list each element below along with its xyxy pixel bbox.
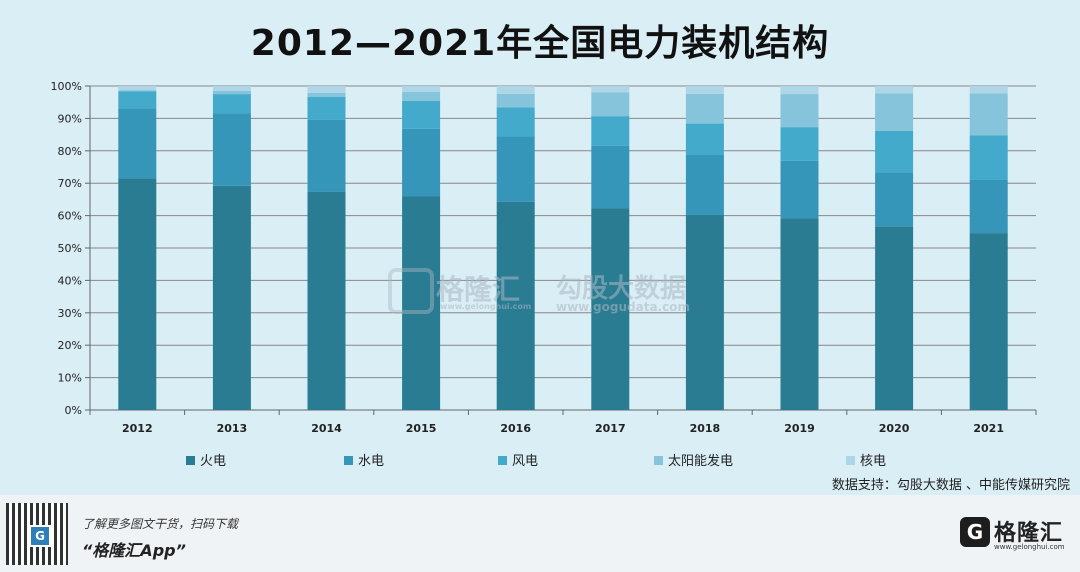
bar-solar-2019 [780,94,819,128]
x-tick-label: 2012 [122,422,153,435]
bar-nuclear-2015 [402,86,441,92]
qr-logo-icon: G [29,525,51,547]
bar-nuclear-2021 [969,86,1008,94]
bar-hydro-2018 [685,155,724,215]
bar-hydro-2013 [212,113,251,186]
y-tick-label: 50% [58,242,82,255]
y-tick-label: 60% [58,210,82,223]
bar-thermal-2012 [118,178,157,410]
bar-wind-2017 [591,116,630,146]
footer-banner: G 了解更多图文干货，扫码下载 “格隆汇App” G 格隆汇 www.gelon… [0,495,1080,572]
bar-wind-2019 [780,127,819,161]
x-tick-label: 2013 [217,422,248,435]
legend-swatch-nuclear [846,456,855,465]
legend-swatch-thermal [186,456,195,465]
bar-nuclear-2012 [118,86,157,91]
bar-nuclear-2019 [780,86,819,95]
bar-solar-2015 [402,91,441,101]
x-tick-label: 2015 [406,422,437,435]
bar-thermal-2021 [969,233,1008,410]
bar-wind-2021 [969,135,1008,180]
bar-solar-2016 [496,93,535,108]
y-tick-label: 10% [58,372,82,385]
app-name: “格隆汇App” [82,541,186,560]
bar-thermal-2014 [307,191,346,410]
bar-hydro-2016 [496,136,535,202]
bar-nuclear-2014 [307,86,346,93]
bar-thermal-2013 [212,185,251,410]
bar-thermal-2016 [496,201,535,410]
bar-nuclear-2016 [496,86,535,94]
bar-wind-2013 [212,94,251,114]
bar-solar-2018 [685,93,724,124]
bar-solar-2012 [118,90,157,92]
bar-thermal-2020 [875,226,914,410]
legend-label-wind: 风电 [512,454,538,469]
bar-hydro-2021 [969,179,1008,234]
brand-g-icon: G [960,517,990,547]
x-tick-label: 2019 [784,422,815,435]
legend-label-thermal: 火电 [200,454,226,469]
bar-wind-2014 [307,97,346,120]
x-tick-label: 2016 [500,422,531,435]
y-tick-label: 40% [58,274,82,287]
y-tick-label: 20% [58,339,82,352]
legend-label-nuclear: 核电 [860,454,886,469]
bar-solar-2017 [591,92,630,117]
brand-url: www.gelonghui.com [994,543,1065,551]
bar-nuclear-2017 [591,86,630,93]
y-tick-label: 100% [51,80,82,93]
watermark-gelonghui: 格隆汇 [436,273,521,306]
x-tick-label: 2014 [311,422,342,435]
legend-label-hydro: 水电 [358,454,384,469]
watermark-gogudata: 勾股大数据 [556,274,687,304]
y-tick-label: 90% [58,112,82,125]
bar-solar-2021 [969,93,1008,136]
brand-name: 格隆汇 [994,521,1064,546]
data-source-note: 数据支持：勾股大数据 、中能传媒研究院 [831,478,1070,493]
y-tick-label: 80% [58,145,82,158]
stacked-bar-chart: 0% 10% 20% 30% 40% 50% 60% 70% 80% 90% 100% 2012 201… [51,80,1037,469]
bar-wind-2016 [496,107,535,137]
bar-wind-2018 [685,123,724,156]
bar-nuclear-2018 [685,86,724,94]
bar-wind-2012 [118,91,157,109]
bar-hydro-2012 [118,108,157,179]
bar-solar-2013 [212,90,251,95]
bar-hydro-2015 [402,128,441,197]
bar-thermal-2015 [402,196,441,410]
bar-hydro-2019 [780,160,819,219]
chart-title: 2012—2021年全国电力装机结构 [250,23,830,64]
x-tick-label: 2017 [595,422,626,435]
bar-thermal-2019 [780,218,819,410]
legend-swatch-hydro [344,456,353,465]
x-tick-label: 2020 [879,422,910,435]
bar-solar-2020 [875,93,914,131]
brand-logo: G 格隆汇 www.gelonghui.com [960,513,1070,553]
legend-swatch-solar [654,456,663,465]
watermark-logo [388,268,434,314]
watermark-gogudata-url: www.gogudata.com [556,300,690,314]
legend-label-solar: 太阳能发电 [668,453,733,469]
watermark-gelonghui-url: www.gelonghui.com [440,302,532,311]
bar-nuclear-2013 [212,86,251,91]
bar-solar-2014 [307,92,346,98]
bar-hydro-2014 [307,119,346,192]
bar-hydro-2017 [591,145,630,209]
y-tick-label: 70% [58,177,82,190]
x-tick-label: 2018 [690,422,721,435]
y-tick-label: 30% [58,307,82,320]
bar-wind-2015 [402,100,441,129]
bar-thermal-2018 [685,214,724,410]
legend-swatch-wind [498,456,507,465]
bar-thermal-2017 [591,208,630,410]
download-tip: 了解更多图文干货，扫码下载 [82,517,239,531]
y-tick-label: 0% [65,404,82,417]
bar-nuclear-2020 [875,86,914,94]
x-tick-label: 2021 [973,422,1004,435]
bar-wind-2020 [875,130,914,173]
bar-hydro-2020 [875,172,914,227]
